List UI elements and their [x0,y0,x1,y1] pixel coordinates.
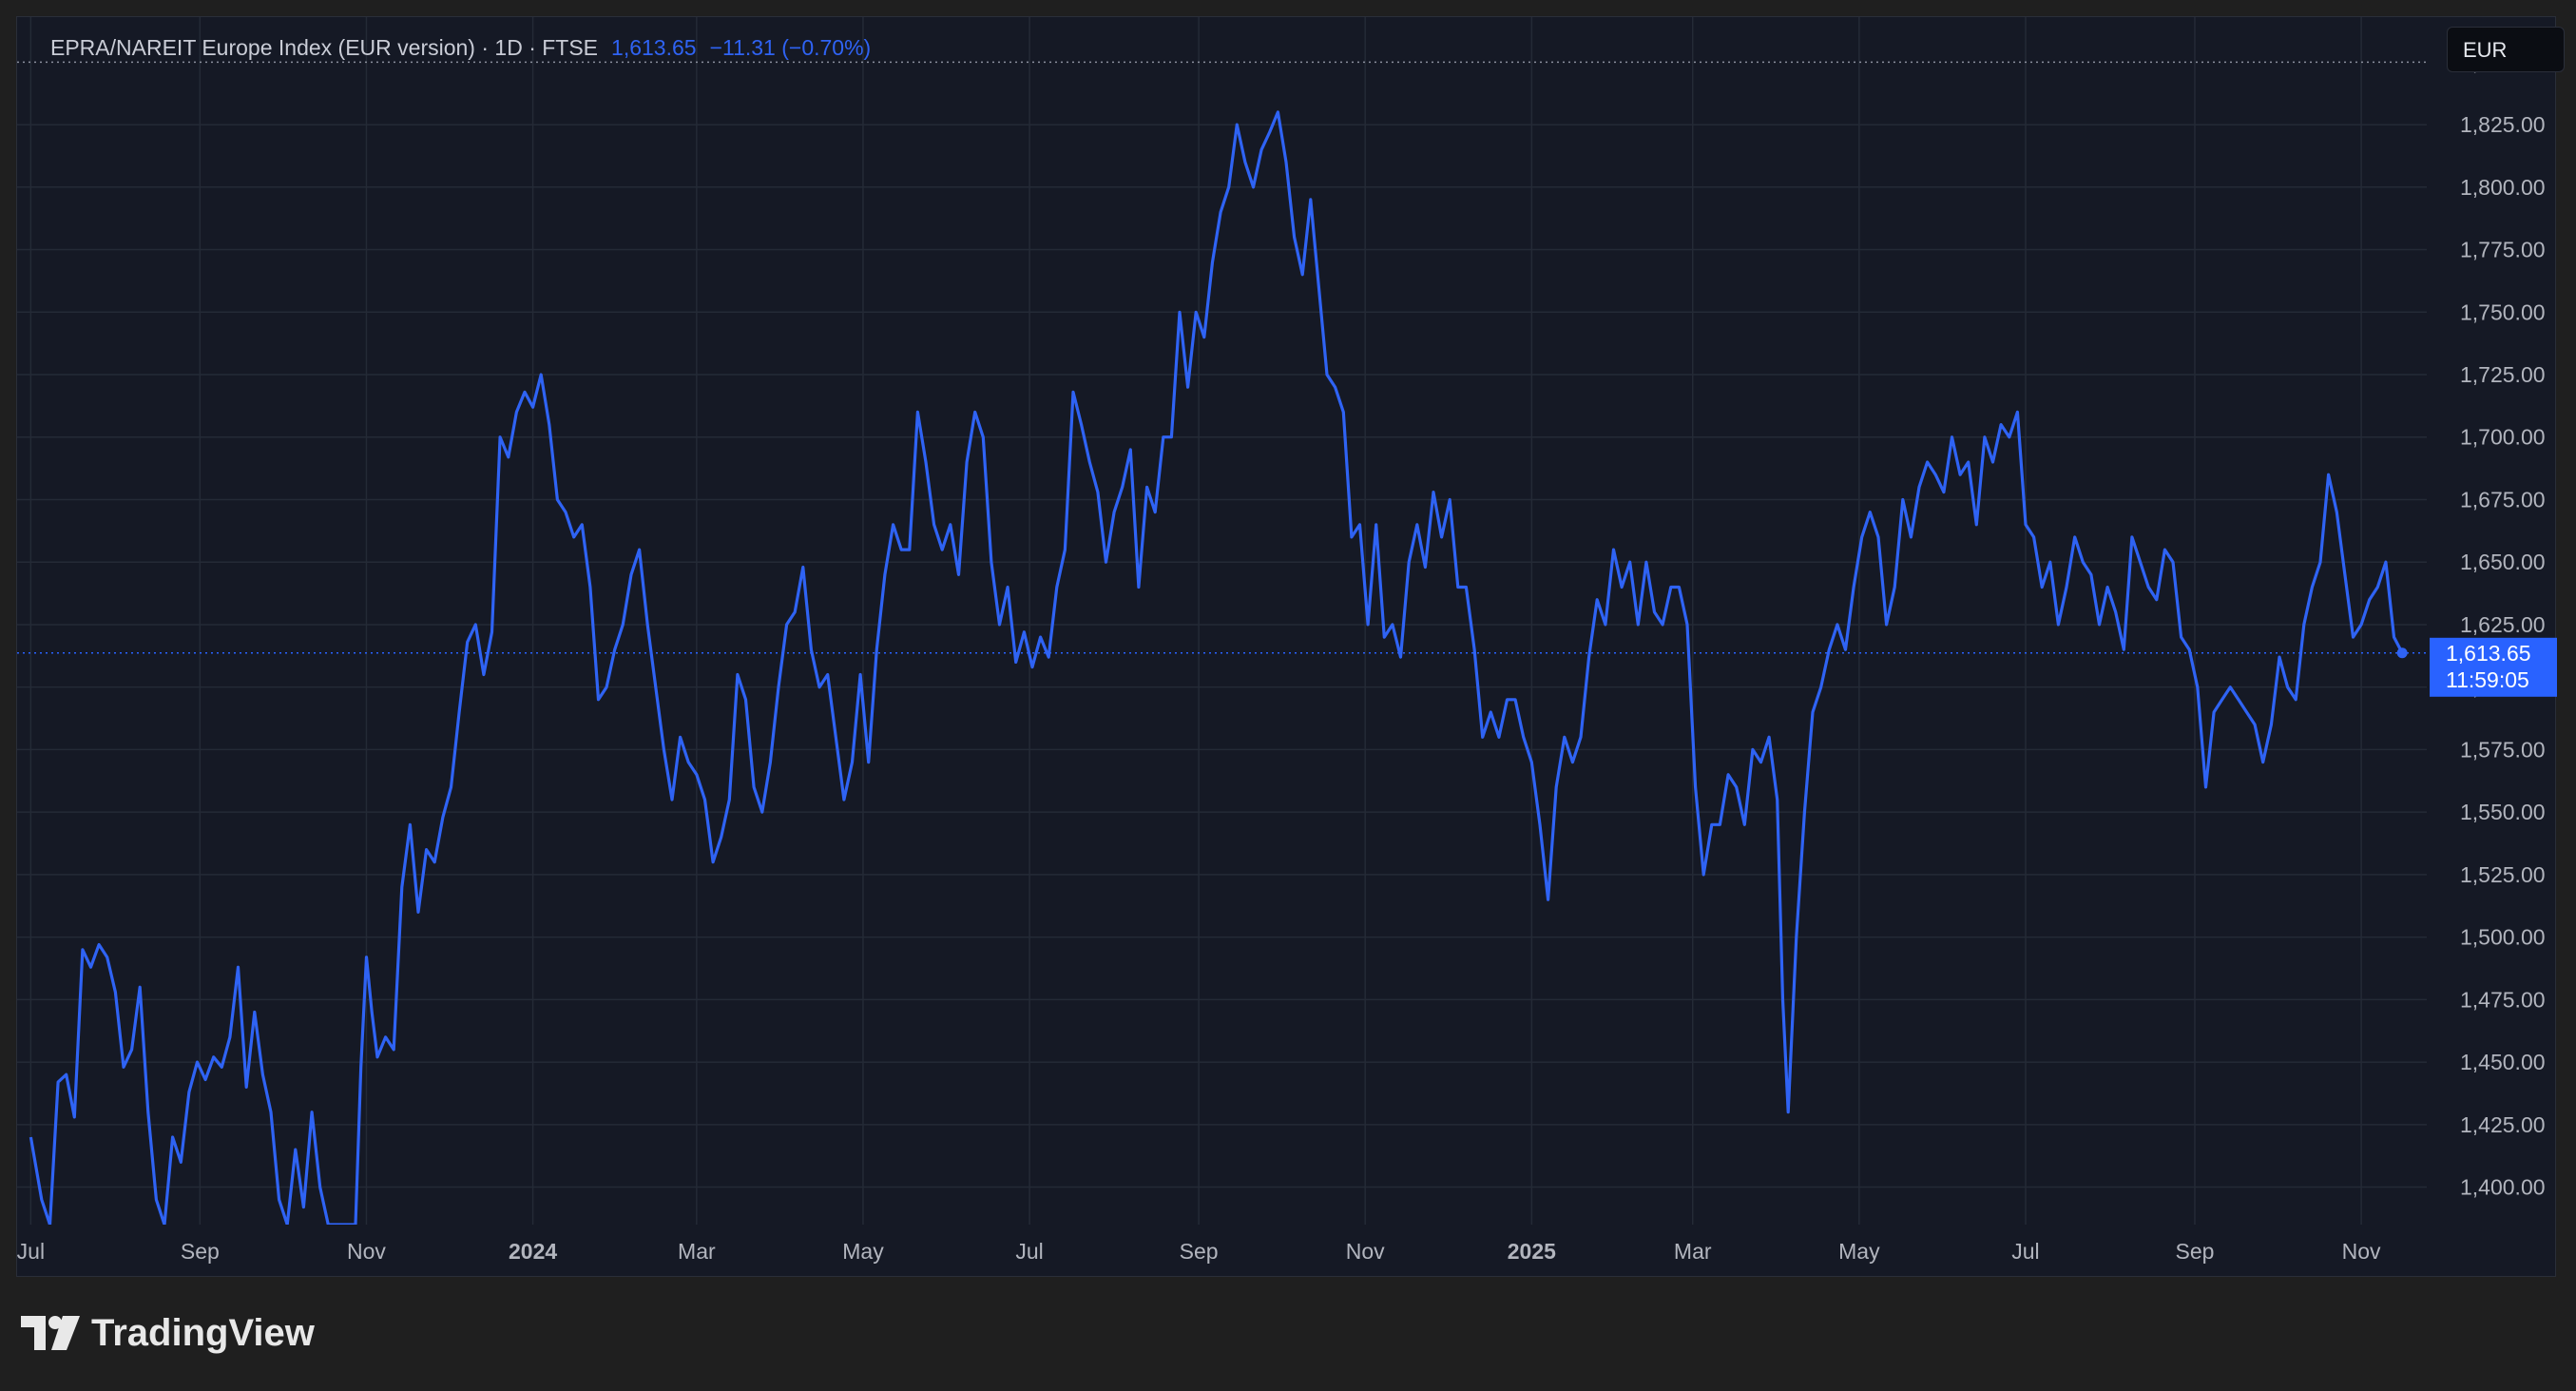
y-tick-label: 1,625.00 [2460,612,2546,637]
y-tick-label: 1,650.00 [2460,550,2546,574]
series-line [29,110,2404,1225]
y-tick-label: 1,475.00 [2460,987,2546,1012]
y-tick-label: 1,550.00 [2460,800,2546,824]
legend-price: 1,613.65 [611,34,697,60]
x-tick-label: Jul [2011,1239,2039,1264]
price-tag-value: 1,613.65 [2446,641,2531,666]
x-tick-label: Nov [347,1239,386,1264]
y-tick-label: 1,700.00 [2460,425,2546,450]
x-tick-label: Mar [1674,1239,1712,1264]
symbol-title[interactable]: EPRA/NAREIT Europe Index (EUR version) ·… [50,34,599,60]
y-tick-label: 1,750.00 [2460,299,2546,324]
x-tick-label: Nov [1346,1239,1385,1264]
y-tick-label: 1,775.00 [2460,238,2546,262]
x-tick-label: May [1838,1239,1880,1264]
chart-panel[interactable]: 1,400.00 1,425.00 1,450.00 1,475.00 1,500.00… [16,16,2565,1278]
brand-name: TradingView [91,1311,315,1354]
x-tick-label: Jul [17,1239,45,1264]
y-tick-label: 1,400.00 [2460,1175,2546,1200]
x-tick-label: 2025 [1508,1239,1556,1264]
x-tick-label: Jul [1015,1239,1043,1264]
y-tick-label: 1,725.00 [2460,362,2546,387]
y-tick-label: 1,450.00 [2460,1050,2546,1074]
x-tick-label: Nov [2342,1239,2381,1264]
price-axis[interactable]: 1,400.00 1,425.00 1,450.00 1,475.00 1,500.00… [2460,49,2546,1199]
legend-change: −11.31 (−0.70%) [709,34,872,60]
symbol-legend: EPRA/NAREIT Europe Index (EUR version) ·… [50,31,871,64]
tradingview-logo-icon [21,1316,80,1350]
y-tick-label: 1,500.00 [2460,925,2546,950]
price-chart[interactable]: 1,400.00 1,425.00 1,450.00 1,475.00 1,500.00… [17,17,2557,1278]
y-tick-label: 1,425.00 [2460,1112,2546,1137]
price-tag-box [2430,637,2557,697]
x-tick-label: 2024 [509,1239,557,1264]
price-tag-countdown: 11:59:05 [2446,667,2529,692]
y-tick-label: 1,675.00 [2460,487,2546,512]
y-tick-label: 1,800.00 [2460,175,2546,200]
x-tick-label: Mar [678,1239,716,1264]
currency-button[interactable]: EUR [2447,27,2565,72]
last-price-tag: 1,613.65 11:59:05 [2430,637,2557,697]
y-tick-label: 1,825.00 [2460,112,2546,137]
x-tick-label: Sep [2176,1239,2215,1264]
x-tick-label: Sep [1180,1239,1219,1264]
y-tick-label: 1,575.00 [2460,737,2546,762]
y-tick-label: 1,525.00 [2460,862,2546,887]
series-layer [29,110,2408,1225]
x-tick-label: Sep [181,1239,220,1264]
x-tick-label: May [842,1239,884,1264]
last-point-marker [2396,647,2408,659]
tradingview-brand[interactable]: TradingView [21,1308,315,1358]
grid-lines [17,17,2427,1225]
time-axis[interactable]: Jul Sep Nov 2024 Mar May Jul Sep Nov 2025 Mar May Ju… [17,1239,2381,1264]
